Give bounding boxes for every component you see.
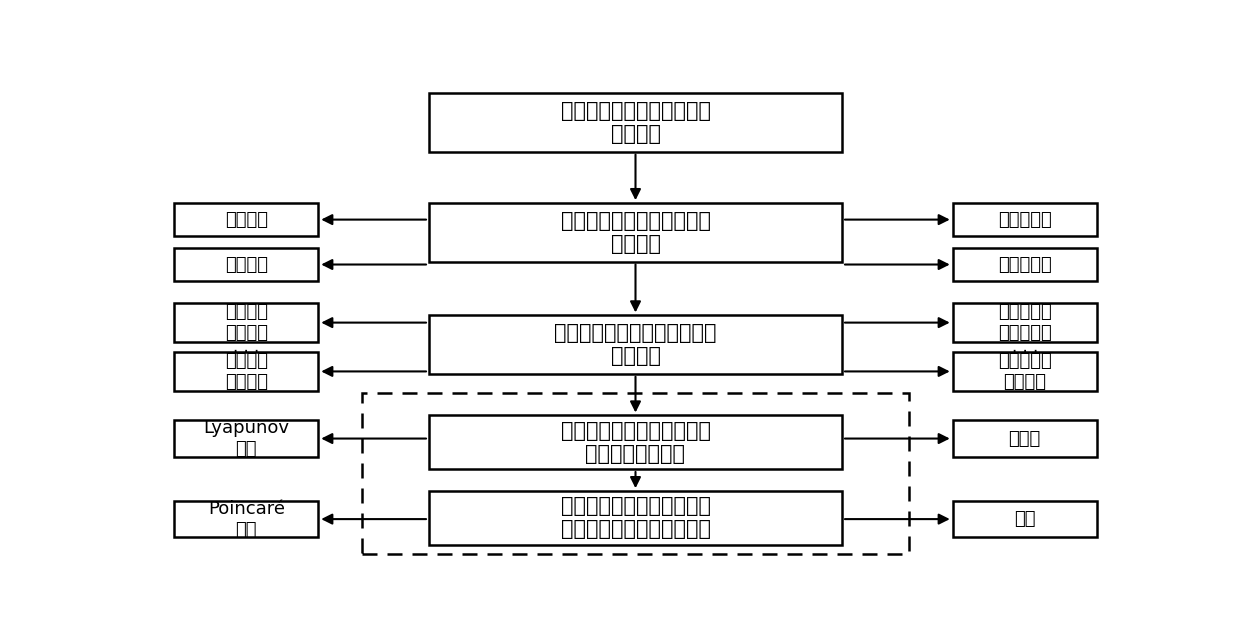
Text: 相图: 相图 bbox=[1014, 510, 1035, 528]
Bar bbox=[952, 303, 1096, 342]
Bar bbox=[174, 248, 319, 281]
Text: 内圈故障: 内圈故障 bbox=[224, 210, 268, 229]
Bar bbox=[429, 203, 842, 262]
Text: 单一故障模式滚动轴承振动
形式分析: 单一故障模式滚动轴承振动 形式分析 bbox=[560, 210, 711, 254]
Text: 保持架故障: 保持架故障 bbox=[998, 256, 1052, 273]
Bar bbox=[429, 93, 842, 152]
Bar bbox=[429, 315, 842, 374]
Text: 正常工作模式滚动轴承振动
形式分析: 正常工作模式滚动轴承振动 形式分析 bbox=[560, 101, 711, 144]
Bar bbox=[174, 203, 319, 236]
Bar bbox=[952, 501, 1096, 538]
Text: · · ·: · · · bbox=[1012, 343, 1038, 361]
Bar bbox=[174, 303, 319, 342]
Text: 外圈、滚
动体故障: 外圈、滚 动体故障 bbox=[224, 352, 268, 391]
Text: 外圈故障: 外圈故障 bbox=[224, 256, 268, 273]
Bar bbox=[362, 393, 909, 555]
Text: 多故障耦合模式滚动轴承振动
形式分析: 多故障耦合模式滚动轴承振动 形式分析 bbox=[554, 323, 717, 366]
Text: Lyapunov
指数: Lyapunov 指数 bbox=[203, 419, 289, 458]
Text: 分岔图: 分岔图 bbox=[1008, 430, 1040, 448]
Text: · · ·: · · · bbox=[233, 343, 259, 361]
Bar bbox=[952, 420, 1096, 457]
Bar bbox=[429, 415, 842, 469]
Text: 内圈、滚
动体故障: 内圈、滚 动体故障 bbox=[224, 303, 268, 342]
Text: 滚动体故障: 滚动体故障 bbox=[998, 210, 1052, 229]
Text: Poincaré
映射: Poincaré 映射 bbox=[208, 500, 285, 538]
Bar bbox=[174, 501, 319, 538]
Bar bbox=[952, 203, 1096, 236]
Bar bbox=[429, 491, 842, 545]
Text: 内、外圈、
滚动体故障: 内、外圈、 滚动体故障 bbox=[998, 303, 1052, 342]
Text: 滚动体、保
持架故障: 滚动体、保 持架故障 bbox=[998, 352, 1052, 391]
Text: 多故障模式滚动轴承非线性
动力学行为分析与混沌机理: 多故障模式滚动轴承非线性 动力学行为分析与混沌机理 bbox=[560, 496, 711, 540]
Bar bbox=[174, 352, 319, 391]
Bar bbox=[952, 248, 1096, 281]
Bar bbox=[174, 420, 319, 457]
Bar bbox=[952, 352, 1096, 391]
Text: 单一故障模式滚动轴承非线
性动力学行为分析: 单一故障模式滚动轴承非线 性动力学行为分析 bbox=[560, 420, 711, 464]
